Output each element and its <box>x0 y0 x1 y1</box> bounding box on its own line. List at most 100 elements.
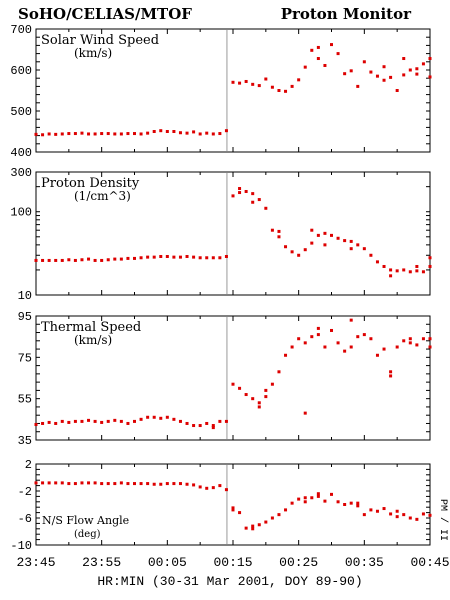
data-point <box>362 247 366 251</box>
data-point <box>408 516 412 520</box>
data-point <box>303 411 307 415</box>
data-point <box>172 417 176 421</box>
data-point <box>343 503 347 506</box>
data-point <box>343 72 347 76</box>
data-point <box>211 132 215 136</box>
data-point <box>297 78 301 82</box>
x-tick-label: 00:35 <box>345 555 384 570</box>
y-tick-label: 55 <box>18 393 32 407</box>
data-point <box>80 481 84 485</box>
data-point <box>165 254 169 258</box>
x-tick-label: 00:05 <box>148 555 187 570</box>
data-point <box>428 75 432 79</box>
data-point <box>349 239 353 243</box>
data-point <box>415 264 419 268</box>
panel-3: 95 75 55 35 Thermal Speed(km/s) <box>18 310 432 448</box>
data-point <box>238 386 242 390</box>
data-point <box>382 78 386 82</box>
data-point <box>382 65 386 69</box>
data-point <box>251 192 255 196</box>
x-tick-labels: 23:45 23:55 00:05 00:15 00:25 00:35 00:45 <box>16 555 449 570</box>
data-point <box>356 243 360 247</box>
data-point <box>67 258 71 262</box>
data-point <box>218 132 222 136</box>
panel-1: 700 600 500 400 Solar Wind Speed(km/s) <box>10 23 432 160</box>
panel-title: Solar Wind Speed <box>41 33 159 48</box>
data-point <box>178 419 182 423</box>
data-point <box>93 419 97 423</box>
data-point <box>178 482 182 486</box>
data-point <box>257 401 261 405</box>
data-point <box>133 256 136 260</box>
data-point <box>336 236 340 240</box>
data-point <box>126 482 130 486</box>
data-point <box>113 132 117 136</box>
data-point <box>34 423 38 426</box>
data-point <box>244 393 248 397</box>
data-point <box>205 256 209 260</box>
data-point <box>395 515 399 519</box>
data-point <box>100 420 104 424</box>
data-point <box>428 345 432 349</box>
data-point <box>290 345 294 349</box>
data-point <box>119 481 123 485</box>
data-point <box>323 499 327 503</box>
data-point <box>185 254 189 258</box>
data-point <box>421 512 425 516</box>
data-point <box>41 258 45 262</box>
data-point <box>159 129 163 133</box>
data-point <box>336 500 340 504</box>
data-point <box>277 513 281 517</box>
x-tick-label: 00:25 <box>279 555 318 570</box>
data-point <box>303 500 307 504</box>
data-point <box>224 419 228 423</box>
data-point <box>60 258 64 262</box>
y-tick-label: 75 <box>18 351 32 365</box>
data-point <box>218 419 222 423</box>
data-point <box>277 89 281 92</box>
data-point <box>343 239 347 243</box>
data-point <box>349 247 353 251</box>
data-point <box>323 231 327 235</box>
data-point <box>231 382 235 386</box>
data-point <box>106 132 110 136</box>
data-point <box>264 77 268 81</box>
x-tick-label: 00:15 <box>213 555 252 570</box>
data-point <box>284 89 288 93</box>
data-point <box>113 482 117 486</box>
data-point <box>251 397 255 401</box>
data-point <box>34 258 38 262</box>
data-point <box>87 418 91 422</box>
data-point <box>389 370 393 374</box>
panel-units: (km/s) <box>74 46 112 60</box>
data-point <box>310 241 314 245</box>
data-point <box>238 81 242 85</box>
data-point <box>198 256 202 260</box>
data-point <box>316 45 320 49</box>
data-point <box>402 57 406 61</box>
x-tick-label: 23:55 <box>82 555 121 570</box>
data-point <box>80 419 84 423</box>
data-point <box>297 337 301 341</box>
data-point <box>428 513 432 517</box>
data-point <box>310 48 314 52</box>
data-point <box>277 370 281 374</box>
data-point <box>93 132 97 136</box>
data-point <box>47 258 51 262</box>
data-point <box>205 421 209 425</box>
data-point <box>80 258 84 262</box>
data-point <box>402 339 406 343</box>
y-tick-label: -10 <box>10 539 32 553</box>
y-tick-label: 10 <box>18 289 32 303</box>
data-point <box>146 255 150 259</box>
data-point <box>408 270 412 274</box>
data-point <box>244 79 248 83</box>
data-point <box>192 130 196 134</box>
data-point <box>336 52 340 56</box>
data-point <box>277 229 281 233</box>
data-point <box>54 258 58 262</box>
data-point <box>198 485 202 489</box>
data-point <box>415 72 419 76</box>
data-point <box>60 481 64 485</box>
